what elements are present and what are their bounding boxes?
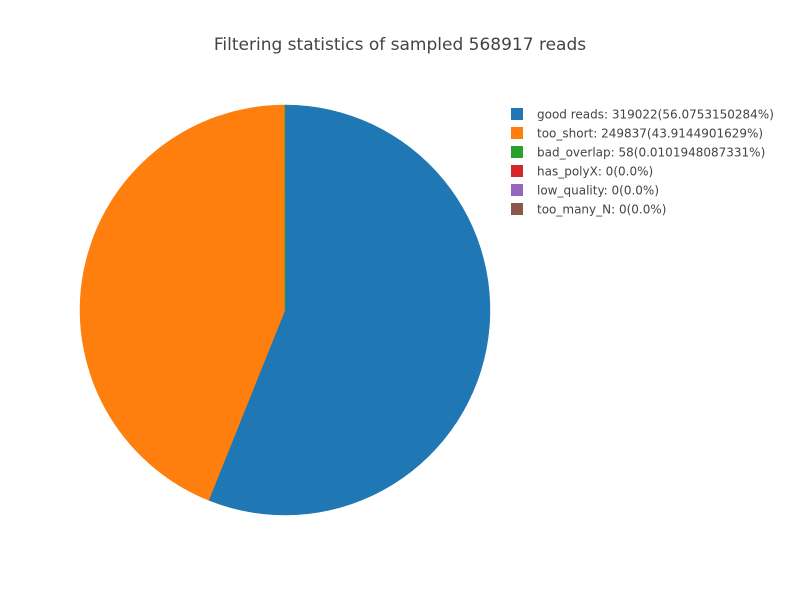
legend-swatch-good-reads bbox=[511, 108, 523, 120]
legend-swatch-too-many-n bbox=[511, 203, 523, 215]
legend-swatch-low-quality bbox=[511, 184, 523, 196]
pie-slice-good-reads[interactable] bbox=[208, 104, 491, 516]
legend-item-too-short[interactable]: too_short: 249837(43.9144901629%) bbox=[511, 127, 763, 141]
legend-swatch-too-short bbox=[511, 127, 523, 139]
legend: good reads: 319022(56.0753150284%) too_sh… bbox=[511, 108, 774, 217]
legend-item-low-quality[interactable]: low_quality: 0(0.0%) bbox=[511, 184, 659, 198]
chart-title: Filtering statistics of sampled 568917 r… bbox=[214, 35, 586, 55]
legend-item-has-polyx[interactable]: has_polyX: 0(0.0%) bbox=[511, 165, 653, 179]
legend-label-low-quality: low_quality: 0(0.0%) bbox=[537, 184, 659, 198]
legend-label-too-many-n: too_many_N: 0(0.0%) bbox=[537, 203, 666, 217]
legend-label-bad-overlap: bad_overlap: 58(0.0101948087331%) bbox=[537, 146, 765, 160]
legend-label-has-polyx: has_polyX: 0(0.0%) bbox=[537, 165, 653, 179]
legend-item-too-many-n[interactable]: too_many_N: 0(0.0%) bbox=[511, 203, 666, 217]
legend-swatch-has-polyx bbox=[511, 165, 523, 177]
legend-item-good-reads[interactable]: good reads: 319022(56.0753150284%) bbox=[511, 108, 774, 122]
pie-slice-too-short[interactable] bbox=[79, 104, 286, 501]
pie-slices bbox=[79, 104, 491, 516]
legend-swatch-bad-overlap bbox=[511, 146, 523, 158]
legend-item-bad-overlap[interactable]: bad_overlap: 58(0.0101948087331%) bbox=[511, 146, 765, 160]
legend-label-too-short: too_short: 249837(43.9144901629%) bbox=[537, 127, 763, 141]
legend-label-good-reads: good reads: 319022(56.0753150284%) bbox=[537, 108, 774, 122]
